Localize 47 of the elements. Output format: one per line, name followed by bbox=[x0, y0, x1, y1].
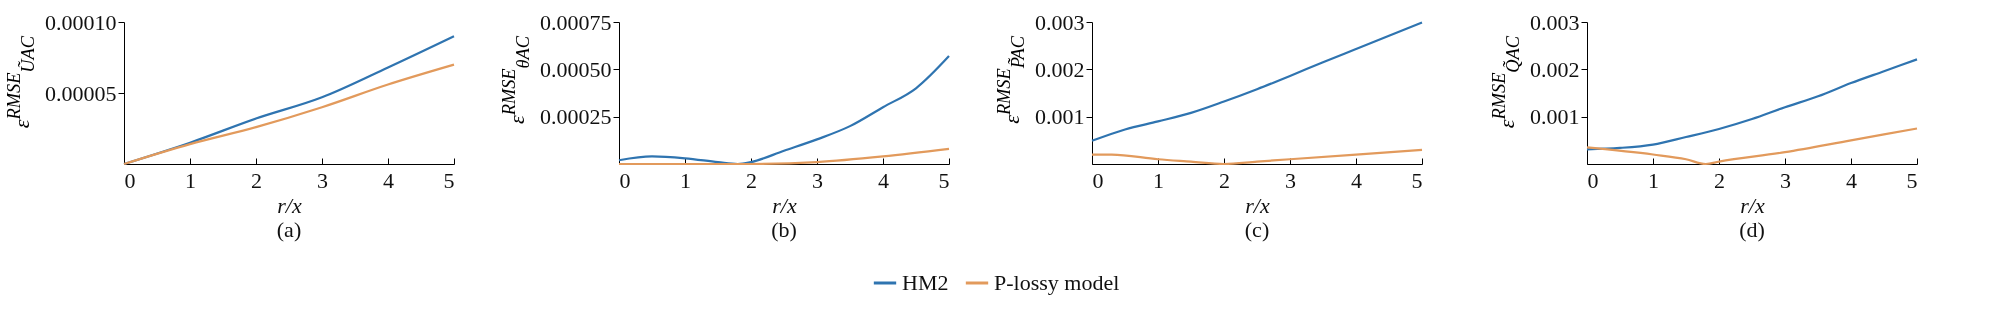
x-tick-label: 3 bbox=[811, 167, 823, 193]
text: (d) bbox=[1738, 217, 1765, 242]
text: (c) bbox=[1244, 217, 1269, 242]
y-tick-label: 0.001 bbox=[1529, 104, 1580, 130]
line-series bbox=[1585, 58, 1918, 151]
x-tick-label: 1 bbox=[679, 167, 691, 193]
y-tick-label: 0.00050 bbox=[539, 56, 612, 82]
x-tick-label: 0 bbox=[124, 167, 136, 193]
legend-label: HM2 bbox=[901, 270, 948, 295]
text: (a) bbox=[276, 217, 301, 242]
x-tick-label: 1 bbox=[1152, 167, 1164, 193]
y-tick-label: 0.00005 bbox=[44, 80, 117, 106]
y-tick-label: 0.00010 bbox=[44, 9, 117, 35]
x-tick-label: 0 bbox=[619, 167, 631, 193]
x-tick-label: 5 bbox=[1906, 167, 1918, 193]
x-axis-title: r/x bbox=[1244, 192, 1270, 218]
x-tick-label: 5 bbox=[938, 167, 950, 193]
x-tick-label: 4 bbox=[382, 167, 394, 193]
x-tick-label: 1 bbox=[184, 167, 196, 193]
x-tick-label: 2 bbox=[1218, 167, 1230, 193]
x-axis-title: r/x bbox=[771, 192, 797, 218]
x-axis-title: r/x bbox=[1739, 192, 1765, 218]
x-tick-label: 5 bbox=[443, 167, 455, 193]
y-tick-label: 0.003 bbox=[1034, 9, 1085, 35]
x-tick-label: 3 bbox=[1779, 167, 1791, 193]
legend-label: P-lossy model bbox=[993, 270, 1119, 295]
y-tick-label: 0.00025 bbox=[539, 104, 612, 130]
x-tick-label: 3 bbox=[1284, 167, 1296, 193]
x-axis-title: r/x bbox=[276, 192, 302, 218]
x-tick-label: 4 bbox=[877, 167, 889, 193]
y-tick-label: 0.003 bbox=[1529, 9, 1580, 35]
y-tick-label: 0.002 bbox=[1529, 56, 1580, 82]
x-tick-label: 0 bbox=[1587, 167, 1599, 193]
y-tick-label: 0.00075 bbox=[539, 9, 612, 35]
text: (b) bbox=[770, 217, 797, 242]
x-tick-label: 2 bbox=[1713, 167, 1725, 193]
line-series bbox=[1090, 21, 1423, 142]
x-tick-label: 1 bbox=[1647, 167, 1659, 193]
x-tick-label: 4 bbox=[1350, 167, 1362, 193]
x-tick-label: 5 bbox=[1411, 167, 1423, 193]
x-tick-label: 0 bbox=[1092, 167, 1104, 193]
x-tick-label: 4 bbox=[1845, 167, 1857, 193]
y-tick-label: 0.001 bbox=[1034, 104, 1085, 130]
y-tick-label: 0.002 bbox=[1034, 56, 1085, 82]
x-tick-label: 2 bbox=[250, 167, 262, 193]
x-tick-label: 3 bbox=[316, 167, 328, 193]
x-tick-label: 2 bbox=[745, 167, 757, 193]
